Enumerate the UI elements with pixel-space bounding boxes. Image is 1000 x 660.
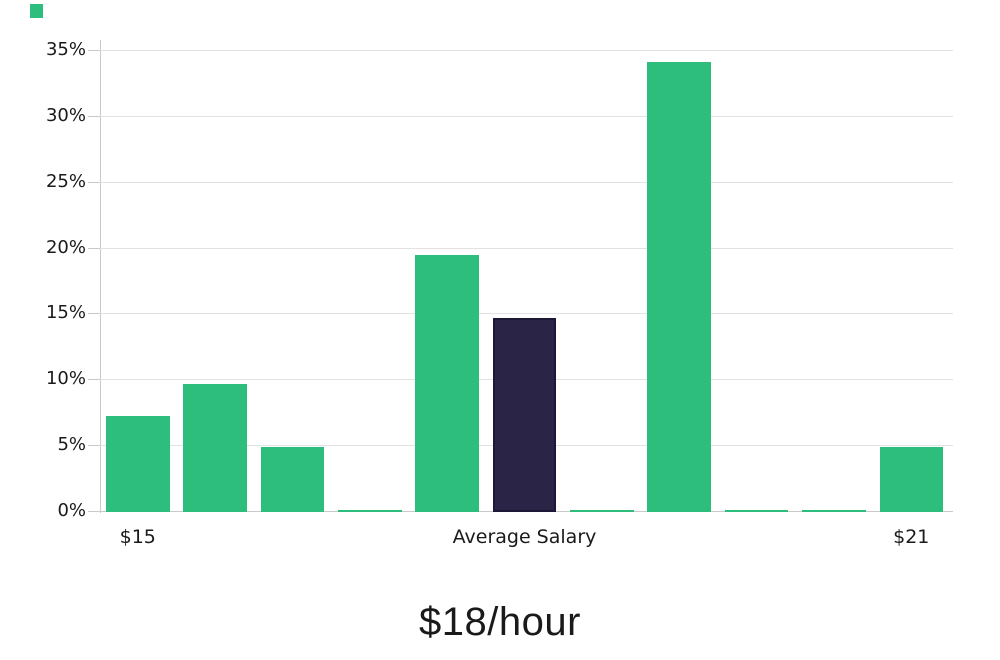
y-tick-label: 25%	[45, 170, 86, 192]
gridline	[100, 115, 953, 117]
y-tick-label: 15%	[45, 302, 86, 324]
gridline	[100, 313, 953, 315]
chart-title: $18/hour	[419, 600, 581, 644]
bar	[879, 447, 943, 512]
y-axis-line	[100, 40, 101, 513]
y-tick-label: 5%	[57, 434, 86, 456]
y-tick-label: 30%	[45, 104, 86, 126]
y-tick-mark	[88, 247, 100, 249]
bar	[260, 447, 325, 512]
y-tick-mark	[88, 115, 100, 117]
gridline	[100, 181, 953, 183]
x-tick-label: Average Salary	[452, 526, 597, 548]
y-tick-mark	[88, 50, 100, 52]
y-tick-label: 10%	[45, 368, 86, 390]
bar	[570, 510, 634, 512]
bar	[183, 384, 247, 512]
plot-area: 0% 5% 10% 15% 20% 25% 30% 35% $15 Average Salary $…	[46, 40, 953, 548]
y-tick-label: 0%	[57, 500, 86, 521]
y-tick-mark	[88, 379, 100, 381]
bar	[647, 61, 711, 512]
gridline	[100, 50, 953, 52]
bar	[338, 510, 402, 512]
y-tick-label: 20%	[45, 236, 86, 258]
bar	[802, 510, 866, 512]
bar	[106, 415, 170, 512]
y-tick-label: 35%	[45, 39, 86, 61]
bar	[415, 255, 479, 512]
y-tick-mark	[88, 181, 100, 183]
y-tick-mark	[88, 445, 100, 447]
y-tick-mark	[88, 313, 100, 315]
bar	[724, 510, 789, 512]
bar-average-highlight	[492, 318, 557, 512]
gridline	[100, 247, 953, 249]
y-tick-mark	[88, 511, 100, 512]
green-corner-mark	[30, 4, 43, 18]
x-tick-label: $21	[893, 526, 930, 548]
x-tick-label: $15	[119, 526, 156, 548]
